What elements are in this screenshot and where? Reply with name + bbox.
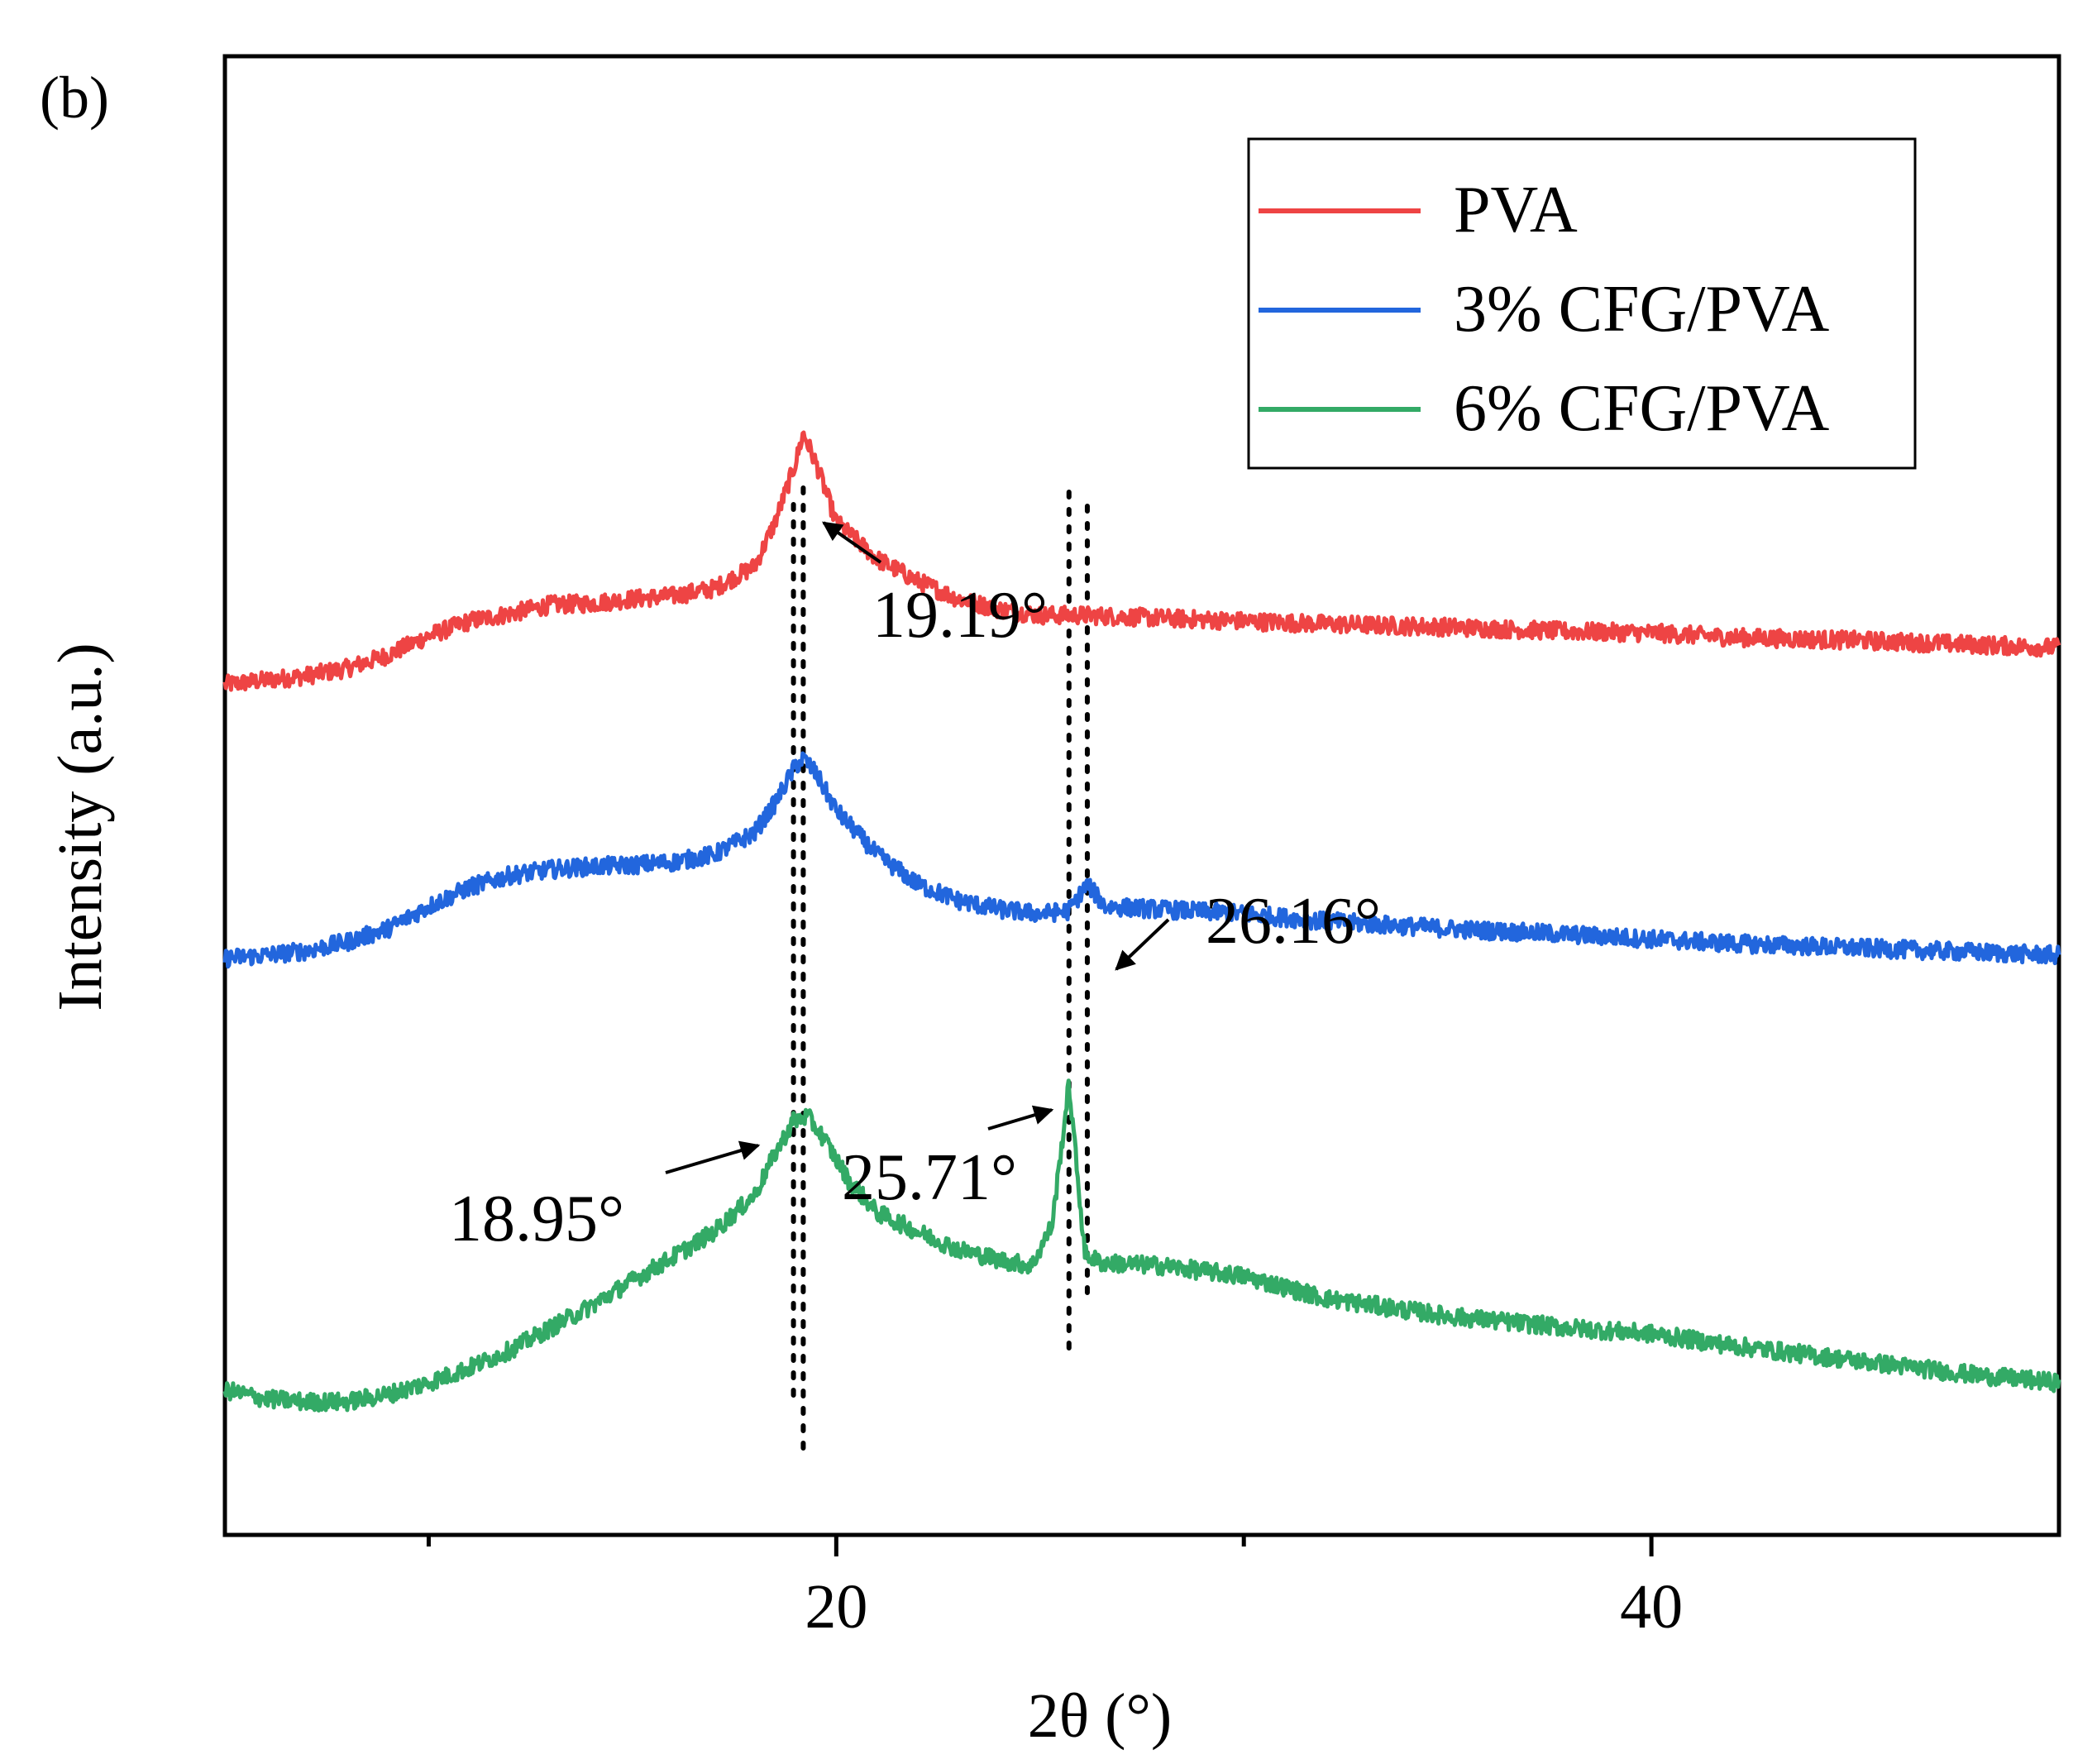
annotation-arrow-19-19	[822, 521, 882, 564]
annotation-arrow-26-16	[1115, 918, 1170, 971]
annotation-arrow-18-95	[665, 1140, 761, 1174]
annotation-label-19-19: 19.19°	[872, 579, 1048, 652]
x-axis-label: 2θ (°)	[1028, 1681, 1172, 1751]
annotation-arrow-25-71	[987, 1105, 1054, 1131]
legend-box	[1247, 137, 1917, 470]
annotation-label-18-95: 18.95°	[449, 1183, 624, 1255]
series-line-3-cfg-pva	[222, 751, 2061, 969]
annotation-label-26-16: 26.16°	[1206, 885, 1381, 958]
series-line-6-cfg-pva	[222, 1078, 2061, 1413]
legend-label-3pct: 3% CFG/PVA	[1454, 273, 1829, 346]
reference-lines	[791, 485, 1090, 1462]
legend: PVA 3% CFG/PVA 6% CFG/PVA	[1247, 137, 1917, 470]
series-line-pva	[222, 430, 2061, 692]
x-tick-label: 20	[805, 1572, 867, 1642]
x-tick-label: 40	[1620, 1572, 1683, 1642]
legend-label-6pct: 6% CFG/PVA	[1454, 372, 1829, 445]
annotations: 19.19° 26.16° 25.71° 18.95°	[449, 521, 1381, 1255]
legend-label-pva: PVA	[1454, 174, 1578, 246]
y-axis-label: Intensity (a.u.)	[45, 643, 115, 1011]
annotation-label-25-71: 25.71°	[842, 1141, 1017, 1214]
plot-frame	[222, 54, 2061, 1537]
series-group	[222, 430, 2061, 1413]
panel-label: (b)	[40, 65, 109, 131]
x-axis-ticks: 20 40	[426, 1535, 1683, 1642]
